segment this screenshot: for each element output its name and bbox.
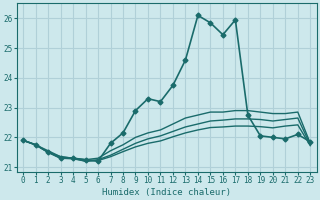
X-axis label: Humidex (Indice chaleur): Humidex (Indice chaleur) xyxy=(102,188,231,197)
